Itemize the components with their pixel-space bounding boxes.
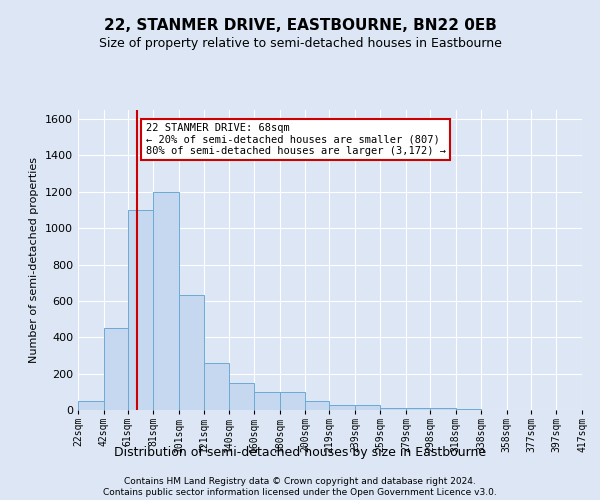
- Bar: [355, 404, 380, 410]
- Text: 22, STANMER DRIVE, EASTBOURNE, BN22 0EB: 22, STANMER DRIVE, EASTBOURNE, BN22 0EB: [104, 18, 496, 32]
- Bar: [179, 296, 205, 410]
- Text: Contains public sector information licensed under the Open Government Licence v3: Contains public sector information licen…: [103, 488, 497, 497]
- Bar: [329, 404, 355, 410]
- Text: Contains HM Land Registry data © Crown copyright and database right 2024.: Contains HM Land Registry data © Crown c…: [124, 476, 476, 486]
- Bar: [205, 362, 229, 410]
- Bar: [128, 210, 153, 410]
- Bar: [280, 392, 305, 410]
- Bar: [254, 392, 280, 410]
- Text: Distribution of semi-detached houses by size in Eastbourne: Distribution of semi-detached houses by …: [114, 446, 486, 459]
- Bar: [455, 409, 481, 410]
- Bar: [78, 401, 104, 410]
- Bar: [380, 408, 406, 410]
- Text: 22 STANMER DRIVE: 68sqm
← 20% of semi-detached houses are smaller (807)
80% of s: 22 STANMER DRIVE: 68sqm ← 20% of semi-de…: [146, 122, 446, 156]
- Bar: [153, 192, 179, 410]
- Bar: [104, 328, 128, 410]
- Text: Size of property relative to semi-detached houses in Eastbourne: Size of property relative to semi-detach…: [98, 38, 502, 51]
- Bar: [406, 408, 430, 410]
- Bar: [305, 401, 329, 410]
- Y-axis label: Number of semi-detached properties: Number of semi-detached properties: [29, 157, 40, 363]
- Bar: [229, 382, 254, 410]
- Bar: [430, 408, 455, 410]
